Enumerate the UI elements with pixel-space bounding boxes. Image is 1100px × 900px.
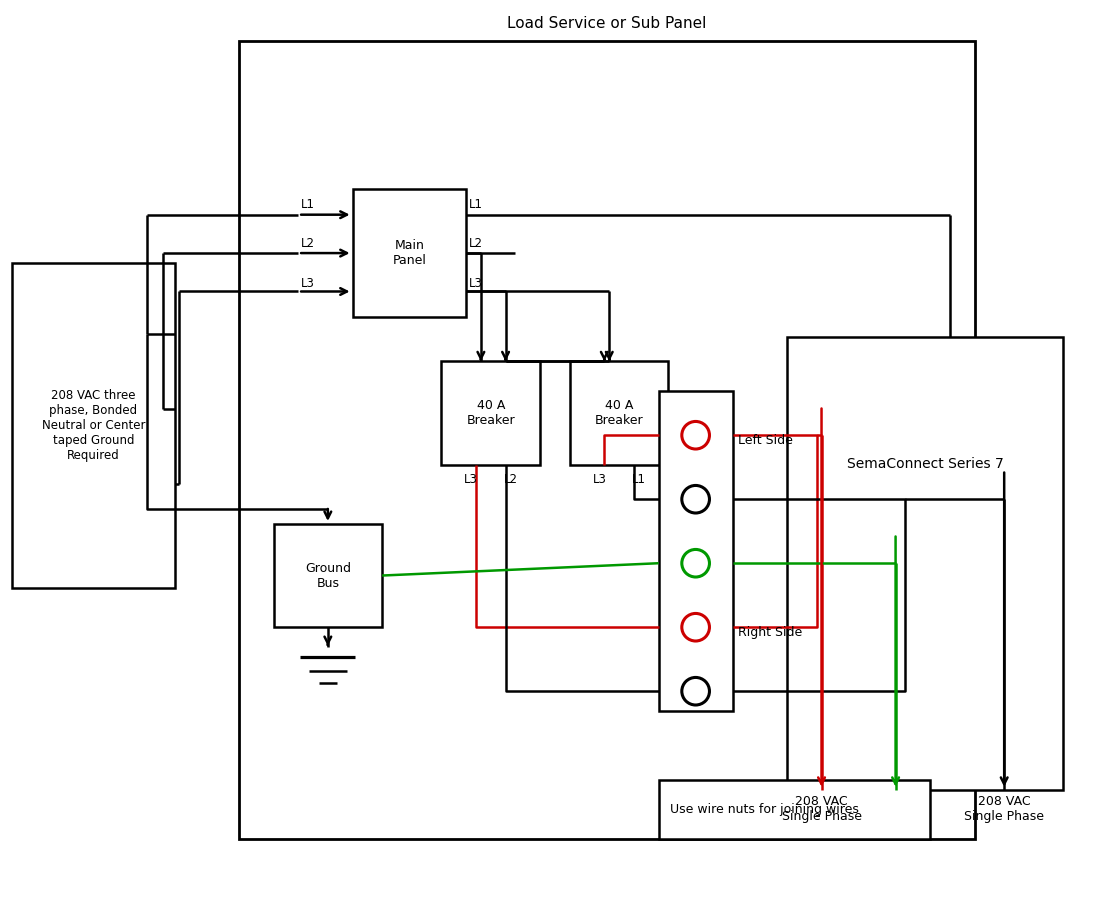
Bar — [274, 524, 382, 627]
Text: 40 A
Breaker: 40 A Breaker — [595, 399, 644, 427]
Text: Use wire nuts for joining wires: Use wire nuts for joining wires — [671, 803, 859, 816]
Text: Ground
Bus: Ground Bus — [305, 562, 351, 590]
Bar — [659, 391, 733, 711]
Text: 208 VAC
Single Phase: 208 VAC Single Phase — [781, 795, 861, 823]
Text: 208 VAC three
phase, Bonded
Neutral or Center
taped Ground
Required: 208 VAC three phase, Bonded Neutral or C… — [42, 389, 145, 462]
Text: L2: L2 — [469, 237, 483, 249]
Bar — [352, 189, 466, 317]
Text: L2: L2 — [301, 237, 316, 249]
Text: 40 A
Breaker: 40 A Breaker — [466, 399, 515, 427]
Text: L3: L3 — [464, 473, 477, 486]
Text: L2: L2 — [504, 473, 517, 486]
Text: Left Side: Left Side — [738, 434, 792, 446]
Text: Load Service or Sub Panel: Load Service or Sub Panel — [507, 16, 706, 32]
Text: SemaConnect Series 7: SemaConnect Series 7 — [847, 456, 1003, 471]
Text: L1: L1 — [631, 473, 646, 486]
Text: L1: L1 — [469, 198, 483, 212]
Bar — [570, 362, 669, 464]
Bar — [659, 779, 931, 839]
Text: L3: L3 — [469, 277, 483, 290]
Bar — [12, 263, 175, 588]
Text: L3: L3 — [593, 473, 606, 486]
Text: Right Side: Right Side — [738, 626, 802, 639]
Bar — [239, 41, 975, 839]
Text: 208 VAC
Single Phase: 208 VAC Single Phase — [965, 795, 1044, 823]
Bar — [786, 337, 1064, 789]
Bar — [441, 362, 540, 464]
Text: L1: L1 — [301, 198, 316, 212]
Text: L3: L3 — [301, 277, 315, 290]
Text: Main
Panel: Main Panel — [393, 239, 426, 267]
